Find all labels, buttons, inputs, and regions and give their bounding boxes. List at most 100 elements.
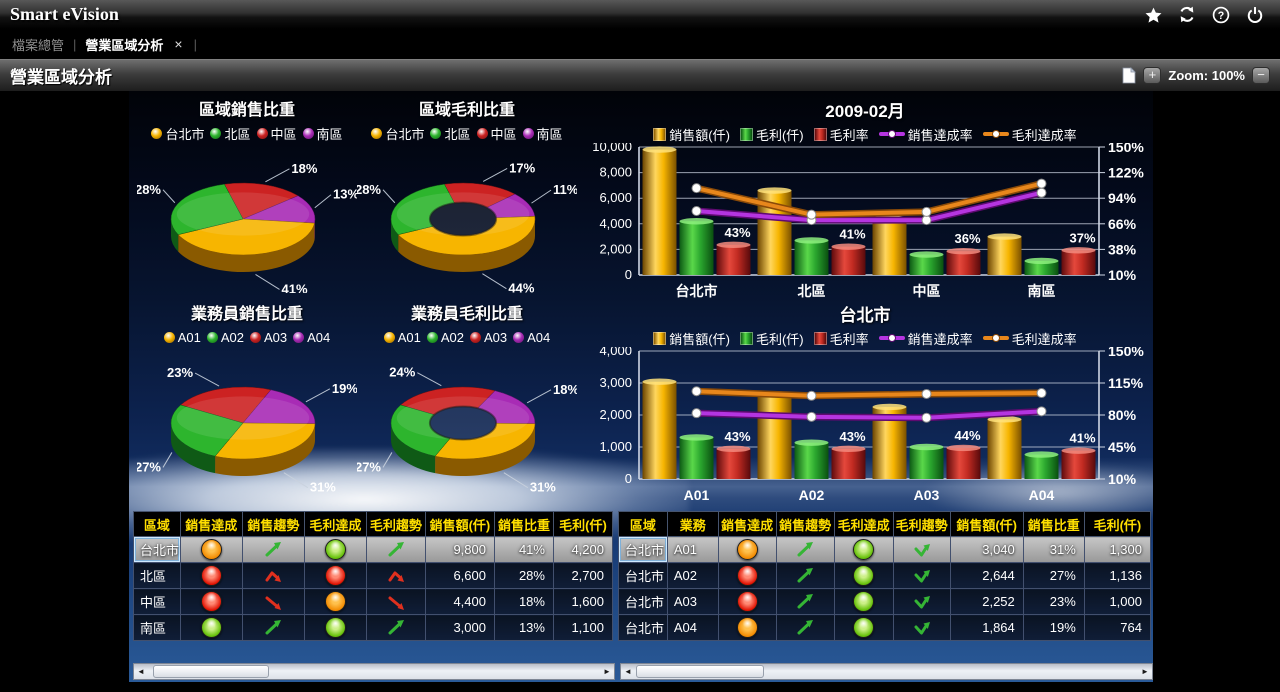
cell-text: 台北市 [133, 536, 181, 563]
pie-chart-svg: 31% 27% 24% 18% [355, 365, 579, 495]
cell-trend [365, 562, 426, 589]
refresh-icon[interactable] [1178, 6, 1196, 23]
right-axis-tick-label: 94% [1108, 190, 1137, 206]
cell-number: 18% [494, 588, 554, 615]
cell-gauge [833, 614, 894, 641]
app-logo: Smart eVision [10, 4, 119, 24]
pie-chart-pie-region-sales: 區域銷售比重 台北市 北區 中區 南區 41% 28% 18% 13% [135, 99, 359, 303]
bar-value-label: 43% [724, 429, 750, 444]
column-header: 銷售趨勢 [775, 511, 835, 537]
cell-number: 764 [1083, 614, 1152, 641]
scrollbar-thumb[interactable] [153, 665, 269, 678]
table-row[interactable]: 台北市 A04 1,864 19% 764 [618, 614, 1152, 641]
scroll-right-arrow[interactable]: ► [1141, 667, 1149, 676]
favorite-star-icon[interactable] [1145, 7, 1162, 23]
category-label: A03 [914, 487, 940, 503]
legend-item: 毛利率 [813, 329, 869, 348]
left-axis-tick-label: 4,000 [599, 347, 632, 358]
column-header: 毛利(仟) [552, 511, 614, 537]
pie-percentage-label: 28% [357, 182, 381, 197]
zoom-out-button[interactable]: − [1252, 67, 1270, 84]
trend-down-icon [265, 596, 282, 610]
trend-up-icon [388, 619, 404, 634]
chart-legend: A01 A02 A03 A04 [137, 327, 357, 347]
pie-slice [177, 218, 315, 256]
left-axis-tick-label: 2,000 [599, 241, 632, 256]
pie-slice [434, 423, 536, 460]
right-axis-tick-label: 10% [1108, 267, 1137, 283]
cell-number: 2,644 [949, 562, 1024, 589]
legend-line-swatch-icon [982, 333, 1009, 343]
column-header: 區域 [618, 511, 668, 537]
zoom-controls: + Zoom: 100% − [1122, 67, 1270, 84]
scroll-right-arrow[interactable]: ► [603, 667, 611, 676]
bar-top [831, 445, 866, 453]
table-row[interactable]: 台北市 A03 2,252 23% 1,000 [618, 588, 1152, 615]
cell-trend [241, 562, 305, 589]
table-row[interactable]: 台北市 9,800 41% 4,200 [133, 536, 614, 563]
bar-gold [987, 236, 1022, 275]
donut-hole [428, 405, 498, 441]
new-page-icon[interactable] [1122, 67, 1137, 84]
help-icon[interactable]: ? [1212, 6, 1230, 24]
bar-top [1061, 247, 1096, 254]
trend-up-icon [265, 541, 282, 556]
pie-chart-pie-salesman-sales: 業務員銷售比重 A01 A02 A03 A04 31% 27% 23% 19% [135, 303, 358, 507]
cell-text: 台北市 [618, 562, 668, 589]
bar-red [716, 244, 751, 275]
cell-trend [241, 588, 305, 615]
scrollbar-thumb[interactable] [636, 665, 764, 678]
bar-gold [872, 218, 907, 275]
legend-swatch-icon [163, 331, 175, 343]
cell-trend [241, 536, 305, 563]
gauge-red-light-icon [200, 591, 222, 612]
cell-number: 28% [494, 562, 554, 589]
cell-text: A01 [666, 536, 719, 563]
legend-swatch-icon [470, 331, 481, 343]
cell-gauge [833, 588, 894, 615]
legend-swatch-icon [371, 127, 383, 139]
legend-item: 毛利(仟) [739, 329, 804, 348]
legend-swatch-icon [206, 331, 218, 343]
chart-legend: 台北市 北區 中區 南區 [357, 123, 577, 143]
legend-label: 銷售額(仟) [669, 127, 730, 143]
table-row[interactable]: 台北市 A02 2,644 27% 1,136 [618, 562, 1152, 589]
cell-trend [892, 588, 951, 615]
pie-slice-side [435, 423, 535, 476]
bar-top [872, 403, 907, 411]
column-header: 業務 [666, 511, 719, 537]
bar-value-label: 41% [839, 227, 865, 242]
power-icon[interactable] [1246, 6, 1264, 24]
bar-top [909, 443, 944, 451]
tab-close-icon[interactable]: × [174, 36, 183, 52]
legend-item: 銷售達成率 [878, 125, 973, 144]
pie-label-line [526, 389, 552, 404]
table-row[interactable]: 台北市 A01 3,040 31% 1,300 [618, 536, 1152, 563]
legend-swatch-icon [256, 127, 268, 139]
bar-gold [757, 394, 792, 479]
table-row[interactable]: 北區 6,600 28% 2,700 [133, 562, 614, 589]
bar-gold [987, 419, 1022, 479]
table-row[interactable]: 南區 3,000 13% 1,100 [133, 614, 614, 641]
column-header: 銷售額(仟) [424, 511, 496, 537]
dashboard-canvas: 區域銷售比重 台北市 北區 中區 南區 41% 28% 18% 13% 區域毛利比重 台北市 北區 中區… [129, 91, 1153, 682]
scroll-left-arrow[interactable]: ◄ [624, 667, 632, 676]
table-row[interactable]: 中區 4,400 18% 1,600 [133, 588, 614, 615]
horizontal-scrollbar-left[interactable]: ◄ ► [133, 663, 615, 680]
horizontal-scrollbar-right[interactable]: ◄ ► [620, 663, 1153, 680]
scroll-left-arrow[interactable]: ◄ [137, 667, 145, 676]
cell-gauge [179, 536, 243, 563]
bar-green [909, 254, 944, 275]
legend-item: 銷售額(仟) [653, 125, 730, 144]
tab-sales-region-analysis[interactable]: 營業區域分析 [85, 37, 164, 53]
zoom-in-button[interactable]: + [1143, 67, 1162, 84]
legend-swatch-icon [522, 127, 534, 139]
legend-item: A04 [293, 330, 330, 345]
legend-item: 北區 [430, 124, 471, 143]
legend-label: 銷售達成率 [907, 331, 973, 347]
tab-file-explorer[interactable]: 檔案總管 [12, 37, 65, 53]
cell-gauge [303, 562, 367, 589]
cell-number: 1,136 [1083, 562, 1152, 589]
bar-top [946, 444, 981, 452]
pie-chart-svg: 44% 28% 17% 11% [355, 160, 579, 295]
